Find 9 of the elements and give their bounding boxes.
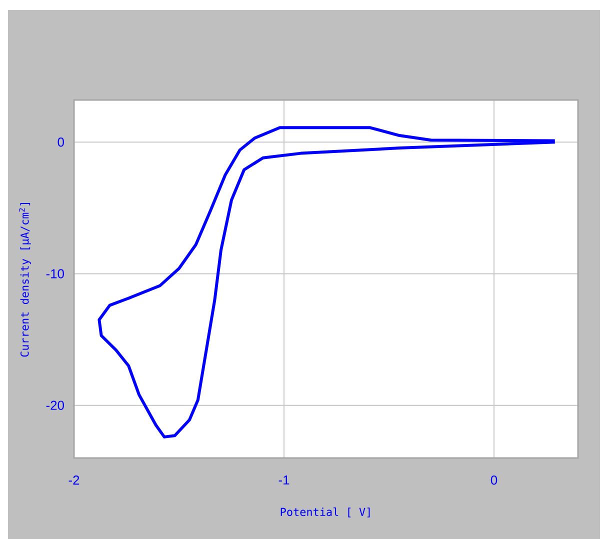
x-tick-label: -2 [68,476,80,485]
y-tick-label: -10 [46,269,64,278]
x-axis-title: Potential [ V] [280,508,370,518]
y-tick-label: 0 [58,138,64,147]
x-tick-label: -1 [278,476,290,484]
line-series [98,126,556,438]
y-tick-label: -20 [46,400,64,410]
x-tick-label: 0 [490,476,498,485]
y-axis-title: Current density [µA/cm$^{2}$] [18,203,31,357]
